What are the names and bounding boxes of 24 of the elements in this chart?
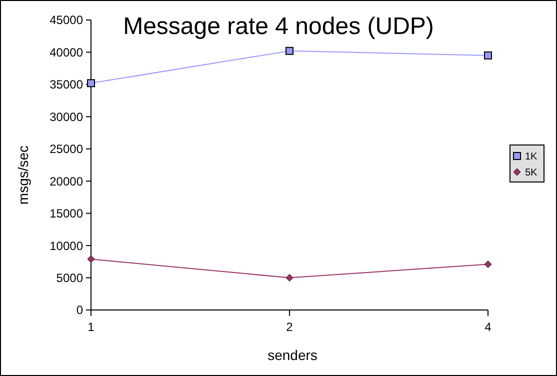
point: [286, 274, 294, 282]
y-tick-label: 5000: [56, 270, 84, 285]
x-tick-label: 2: [286, 320, 294, 334]
y-tick-label: 20000: [50, 174, 84, 188]
point: [484, 260, 492, 268]
point: [286, 46, 294, 55]
y-tick-label: 30000: [50, 110, 84, 124]
legend-label: 5K: [525, 168, 538, 178]
y-tick-label: 15000: [50, 206, 84, 221]
x-axis-title: senders: [268, 347, 318, 363]
y-tick-label: 10000: [50, 238, 84, 253]
y-tick-label: 25000: [50, 142, 84, 156]
y-tick-label: 0: [76, 303, 84, 318]
y-tick-label: 35000: [50, 78, 84, 92]
point: [484, 51, 492, 60]
point: [87, 255, 95, 263]
x-tick-label: 4: [484, 320, 492, 334]
point: [87, 79, 95, 88]
y-axis-title: msgs/sec: [15, 145, 31, 205]
y-tick-label: 45000: [50, 13, 84, 28]
legend-label: 1K: [525, 152, 538, 162]
x-tick-label: 1: [88, 320, 95, 334]
chart-title: Message rate 4 nodes (UDP): [123, 13, 434, 40]
y-tick-label: 40000: [50, 45, 84, 60]
